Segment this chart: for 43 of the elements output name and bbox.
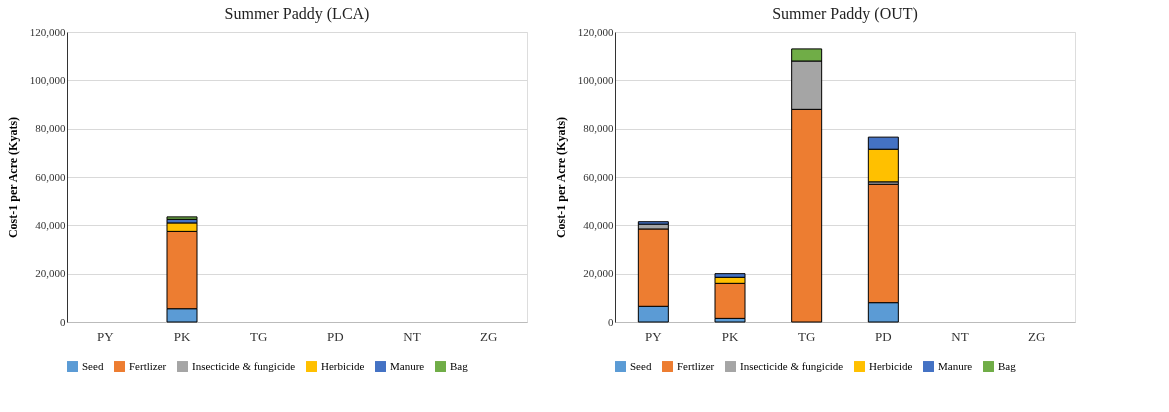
x-tick-label: PD xyxy=(327,328,344,344)
legend-label: Fertlizer xyxy=(677,359,715,372)
y-axis-title: Cost-1 per Acre (Kyats) xyxy=(5,116,20,239)
y-tick-label: 120,000 xyxy=(29,25,66,38)
x-tick-label: PK xyxy=(173,328,191,344)
legend-label: Manure xyxy=(390,359,425,372)
legend-label: Bag xyxy=(450,359,469,372)
x-tick-label: ZG xyxy=(1027,328,1046,344)
y-tick-label: 120,000 xyxy=(577,25,614,38)
legend-label: Seed xyxy=(630,359,652,372)
x-tick-label: NT xyxy=(403,328,421,344)
y-tick-label: 0 xyxy=(608,315,614,328)
legend-label: Seed xyxy=(82,359,104,372)
y-tick-label: 20,000 xyxy=(583,267,614,280)
legend-label: Insecticide & fungicide xyxy=(740,359,844,372)
y-tick-label: 100,000 xyxy=(577,73,614,86)
y-tick-label: 80,000 xyxy=(583,122,614,135)
legend-label: Manure xyxy=(938,359,973,372)
y-tick-label: 40,000 xyxy=(35,218,66,231)
legend-label: Insecticide & fungicide xyxy=(192,359,296,372)
y-tick-label: 20,000 xyxy=(35,267,66,280)
y-tick-label: 60,000 xyxy=(583,170,614,183)
x-tick-label: PY xyxy=(97,328,115,344)
x-tick-label: TG xyxy=(249,328,268,344)
x-tick-label: ZG xyxy=(479,328,498,344)
legend-label: Fertlizer xyxy=(129,359,167,372)
y-tick-label: 0 xyxy=(60,315,66,328)
y-axis-title: Cost-1 per Acre (Kyats) xyxy=(553,116,568,239)
legend-label: Herbicide xyxy=(321,359,365,372)
chart-title: Summer Paddy (LCA) xyxy=(224,5,370,23)
x-tick-label: PD xyxy=(875,328,892,344)
x-tick-label: PK xyxy=(721,328,739,344)
chart-title: Summer Paddy (OUT) xyxy=(772,5,918,23)
legend-label: Bag xyxy=(998,359,1017,372)
x-tick-label: PY xyxy=(645,328,663,344)
legend-label: Herbicide xyxy=(869,359,913,372)
y-tick-label: 40,000 xyxy=(583,218,614,231)
bar xyxy=(714,282,746,319)
x-tick-label: NT xyxy=(951,328,969,344)
y-tick-label: 60,000 xyxy=(35,170,66,183)
y-tick-label: 100,000 xyxy=(29,73,66,86)
y-tick-label: 80,000 xyxy=(35,122,66,135)
x-tick-label: TG xyxy=(797,328,816,344)
